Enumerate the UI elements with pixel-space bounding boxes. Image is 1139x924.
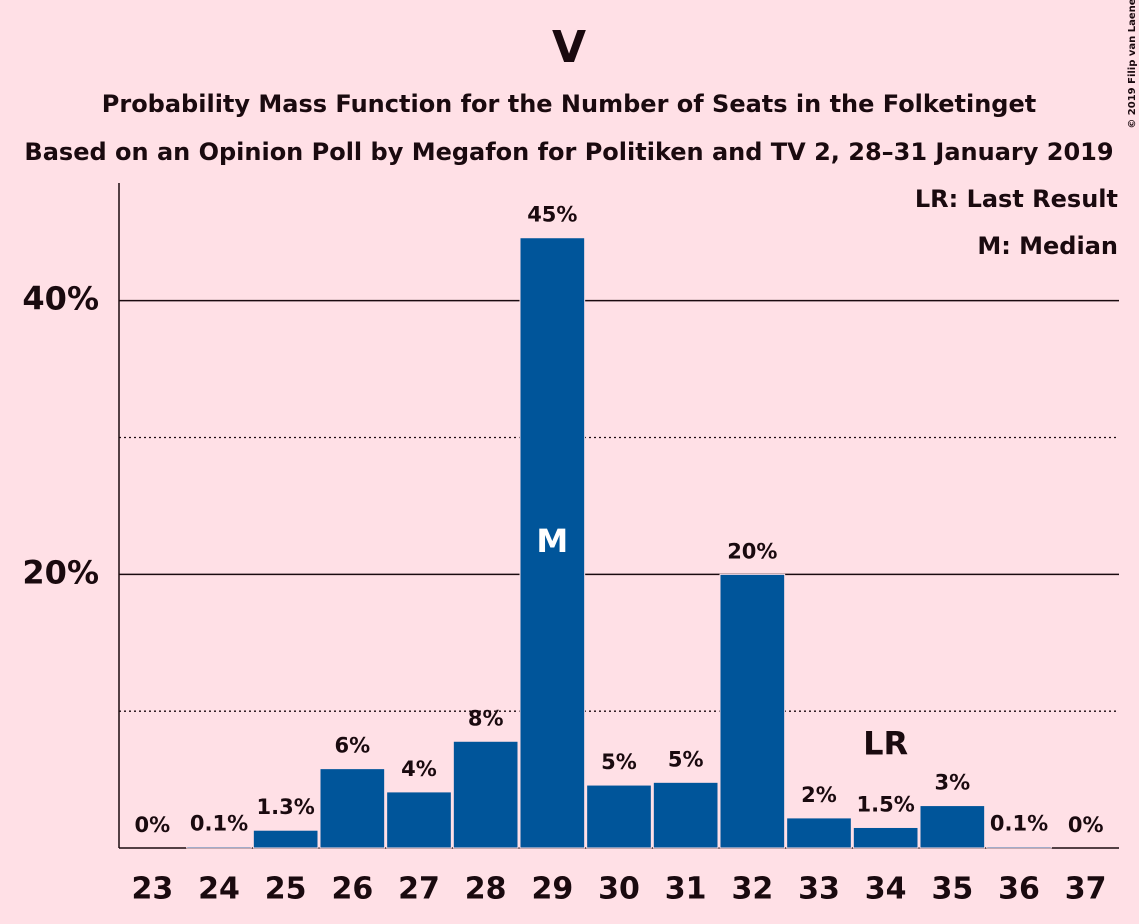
x-tick-label: 27 — [398, 872, 440, 907]
x-tick-label: 36 — [998, 872, 1040, 907]
value-label: 3% — [935, 771, 971, 795]
x-tick-label: 28 — [465, 872, 507, 907]
bar — [786, 817, 852, 849]
value-label: 2% — [801, 783, 837, 807]
legend-entry: M: Median — [977, 232, 1118, 260]
value-label: 20% — [727, 539, 777, 563]
chart-subtitle: Based on an Opinion Poll by Megafon for … — [24, 138, 1113, 166]
value-label: 45% — [527, 203, 577, 227]
x-tick-label: 30 — [598, 872, 640, 907]
x-tick-label: 34 — [865, 872, 907, 907]
marker-label: LR — [863, 724, 908, 762]
bar — [452, 740, 519, 849]
bar — [852, 826, 919, 849]
x-tick-label: 29 — [531, 872, 573, 907]
legend-entry: LR: Last Result — [915, 185, 1118, 213]
value-label: 4% — [401, 757, 437, 781]
bar — [319, 768, 386, 849]
value-label: 0% — [1068, 813, 1104, 837]
copyright: © 2019 Filip van Laenen — [1127, 0, 1138, 129]
x-tick-label: 35 — [931, 872, 973, 907]
y-tick-label: 40% — [22, 280, 99, 318]
x-tick-label: 32 — [731, 872, 773, 907]
x-tick-label: 25 — [265, 872, 307, 907]
chart-title: V — [552, 22, 586, 73]
value-label: 0.1% — [190, 812, 248, 836]
bar — [386, 791, 452, 849]
value-label: 5% — [668, 747, 704, 771]
x-tick-label: 23 — [131, 872, 173, 907]
value-label: 0.1% — [990, 812, 1048, 836]
marker-label: M — [536, 522, 568, 560]
value-label: 5% — [601, 750, 637, 774]
value-label: 0% — [135, 813, 171, 837]
value-label: 1.3% — [257, 795, 315, 819]
value-label: 1.5% — [857, 792, 915, 816]
bar — [919, 805, 986, 849]
x-tick-label: 24 — [198, 872, 240, 907]
x-tick-label: 26 — [331, 872, 373, 907]
value-label: 8% — [468, 706, 504, 730]
chart-subtitle: Probability Mass Function for the Number… — [102, 90, 1036, 118]
y-tick-label: 20% — [22, 553, 99, 591]
value-label: 6% — [335, 734, 371, 758]
bar — [586, 784, 652, 849]
bar — [986, 846, 1052, 849]
bar — [519, 237, 586, 849]
x-tick-label: 33 — [798, 872, 840, 907]
x-tick-label: 31 — [665, 872, 707, 907]
bar — [252, 829, 319, 849]
bar — [652, 781, 719, 849]
bar — [186, 846, 252, 849]
x-tick-label: 37 — [1065, 872, 1107, 907]
bar — [719, 573, 786, 849]
